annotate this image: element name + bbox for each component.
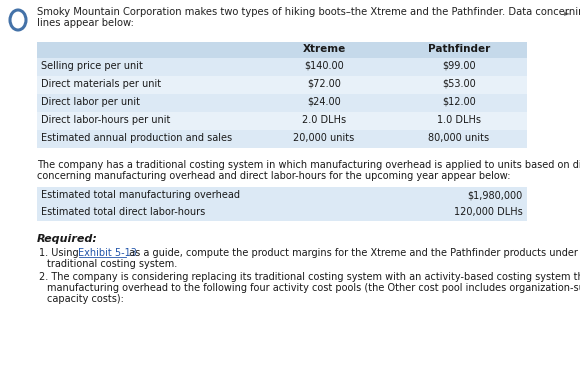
Text: manufacturing overhead to the following four activity cost pools (the Other cost: manufacturing overhead to the following … xyxy=(47,283,580,293)
Text: Direct materials per unit: Direct materials per unit xyxy=(41,79,161,89)
Bar xyxy=(37,76,527,94)
Text: $12.00: $12.00 xyxy=(442,97,476,107)
Text: $99.00: $99.00 xyxy=(442,61,476,71)
Text: 120,000 DLHs: 120,000 DLHs xyxy=(454,207,523,217)
Text: $53.00: $53.00 xyxy=(442,79,476,89)
Text: as a guide, compute the product margins for the Xtreme and the Pathfinder produc: as a guide, compute the product margins … xyxy=(126,248,580,258)
Bar xyxy=(37,130,527,148)
Text: $24.00: $24.00 xyxy=(307,97,341,107)
Bar xyxy=(37,94,527,112)
Text: Xtreme: Xtreme xyxy=(302,44,346,54)
Text: ►: ► xyxy=(564,8,571,17)
Text: 1.0 DLHs: 1.0 DLHs xyxy=(437,115,481,125)
Text: The company has a traditional costing system in which manufacturing overhead is : The company has a traditional costing sy… xyxy=(37,160,580,170)
Bar xyxy=(37,187,527,204)
Text: $72.00: $72.00 xyxy=(307,79,341,89)
Text: Estimated total manufacturing overhead: Estimated total manufacturing overhead xyxy=(41,190,240,200)
Bar xyxy=(37,204,527,221)
Text: Selling price per unit: Selling price per unit xyxy=(41,61,143,71)
Text: 1. Using: 1. Using xyxy=(39,248,85,258)
Text: lines appear below:: lines appear below: xyxy=(37,18,134,28)
Bar xyxy=(37,42,527,58)
Text: Direct labor per unit: Direct labor per unit xyxy=(41,97,140,107)
Text: Direct labor-hours per unit: Direct labor-hours per unit xyxy=(41,115,171,125)
Text: 80,000 units: 80,000 units xyxy=(429,133,490,143)
Text: Required:: Required: xyxy=(37,234,98,244)
Text: 20,000 units: 20,000 units xyxy=(293,133,354,143)
Bar xyxy=(37,58,527,76)
Text: capacity costs):: capacity costs): xyxy=(47,294,124,304)
Text: Pathfinder: Pathfinder xyxy=(428,44,490,54)
Text: 2. The company is considering replacing its traditional costing system with an a: 2. The company is considering replacing … xyxy=(39,272,580,282)
Text: $140.00: $140.00 xyxy=(304,61,344,71)
Text: Estimated annual production and sales: Estimated annual production and sales xyxy=(41,133,232,143)
Text: Exhibit 5-13: Exhibit 5-13 xyxy=(78,248,137,258)
Text: Smoky Mountain Corporation makes two types of hiking boots–the Xtreme and the Pa: Smoky Mountain Corporation makes two typ… xyxy=(37,7,580,17)
Text: $1,980,000: $1,980,000 xyxy=(467,190,523,200)
Text: Estimated total direct labor-hours: Estimated total direct labor-hours xyxy=(41,207,205,217)
Text: traditional costing system.: traditional costing system. xyxy=(47,259,177,269)
Text: concerning manufacturing overhead and direct labor-hours for the upcoming year a: concerning manufacturing overhead and di… xyxy=(37,171,510,181)
Text: 2.0 DLHs: 2.0 DLHs xyxy=(302,115,346,125)
Bar xyxy=(37,112,527,130)
